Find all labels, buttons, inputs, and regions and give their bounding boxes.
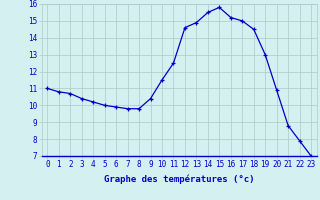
X-axis label: Graphe des températures (°c): Graphe des températures (°c) (104, 175, 254, 184)
